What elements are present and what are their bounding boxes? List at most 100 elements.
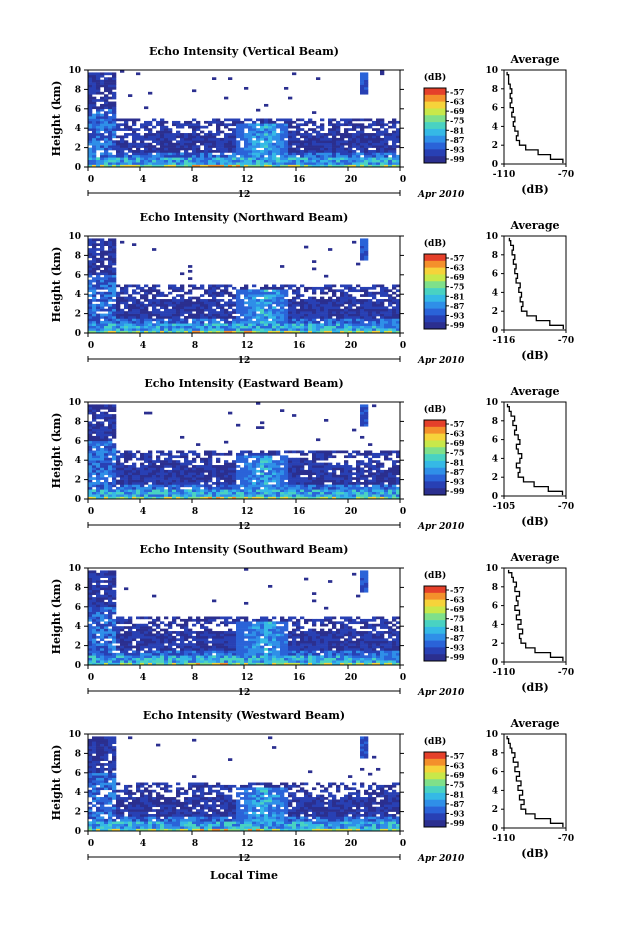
echo-cell bbox=[360, 316, 365, 319]
echo-cell bbox=[144, 147, 149, 151]
echo-cell bbox=[240, 308, 245, 312]
echo-cell bbox=[164, 472, 169, 476]
echo-cell bbox=[384, 294, 389, 297]
echo-cell bbox=[196, 133, 201, 136]
echo-cell bbox=[124, 640, 129, 644]
echo-cell bbox=[268, 150, 273, 153]
echo-cell bbox=[136, 496, 141, 500]
echo-cell bbox=[288, 320, 293, 324]
echo-cell bbox=[148, 91, 153, 95]
echo-cell bbox=[300, 159, 305, 163]
echo-cell bbox=[300, 313, 305, 317]
echo-cell bbox=[160, 291, 165, 295]
echo-cell bbox=[344, 469, 349, 473]
echo-cell bbox=[372, 306, 377, 310]
echo-cell bbox=[316, 301, 321, 305]
echo-cell bbox=[380, 489, 385, 493]
echo-cell bbox=[164, 125, 169, 129]
echo-cell bbox=[332, 159, 337, 163]
echo-cell bbox=[92, 575, 97, 578]
echo-cell bbox=[256, 301, 261, 305]
echo-cell bbox=[140, 313, 145, 317]
echo-cell bbox=[88, 428, 93, 432]
echo-cell bbox=[368, 486, 373, 490]
echo-cell bbox=[88, 313, 93, 317]
echo-cell bbox=[200, 154, 205, 158]
echo-cell bbox=[92, 262, 97, 266]
echo-cell bbox=[268, 328, 273, 331]
echo-cell bbox=[284, 135, 289, 139]
echo-cell bbox=[296, 128, 301, 131]
echo-cell bbox=[372, 137, 377, 141]
echo-cell bbox=[96, 609, 101, 612]
echo-cell bbox=[332, 123, 337, 127]
echo-cell bbox=[320, 289, 325, 293]
echo-cell bbox=[228, 77, 233, 80]
echo-cell bbox=[348, 303, 353, 307]
echo-cell bbox=[248, 303, 253, 307]
echo-cell bbox=[292, 142, 297, 146]
echo-cell bbox=[176, 460, 181, 463]
echo-cell bbox=[336, 482, 341, 485]
echo-cell bbox=[100, 643, 105, 646]
echo-cell bbox=[276, 308, 281, 312]
echo-cell bbox=[92, 467, 97, 471]
echo-cell bbox=[384, 123, 389, 127]
echo-cell bbox=[156, 482, 161, 485]
echo-cell bbox=[264, 296, 269, 300]
echo-cell bbox=[320, 472, 325, 476]
echo-cell bbox=[264, 318, 269, 322]
echo-cell bbox=[116, 450, 121, 454]
echo-cell bbox=[268, 128, 273, 131]
echo-cell bbox=[100, 328, 105, 331]
echo-cell bbox=[208, 318, 213, 322]
echo-cell bbox=[336, 316, 341, 319]
echo-cell bbox=[332, 142, 337, 146]
echo-cell bbox=[388, 450, 393, 454]
echo-cell bbox=[160, 467, 165, 471]
echo-cell bbox=[124, 455, 129, 459]
echo-cell bbox=[112, 592, 117, 595]
echo-cell bbox=[240, 328, 245, 331]
echo-cell bbox=[296, 130, 301, 134]
echo-cell bbox=[128, 294, 133, 297]
echo-cell bbox=[128, 486, 133, 490]
echo-cell bbox=[92, 257, 97, 261]
echo-cell bbox=[328, 145, 333, 148]
echo-cell bbox=[152, 137, 157, 141]
echo-cell bbox=[124, 657, 129, 661]
echo-cell bbox=[228, 313, 233, 317]
echo-cell bbox=[212, 318, 217, 322]
echo-cell bbox=[316, 308, 321, 312]
echo-cell bbox=[104, 416, 109, 420]
echo-cell bbox=[204, 150, 209, 153]
echo-cell bbox=[100, 609, 105, 612]
echo-cell bbox=[292, 316, 297, 319]
echo-cell bbox=[284, 303, 289, 307]
echo-cell bbox=[356, 142, 361, 146]
echo-cell bbox=[88, 406, 93, 410]
echo-cell bbox=[316, 438, 321, 442]
echo-cell bbox=[284, 489, 289, 493]
echo-cell bbox=[272, 469, 277, 473]
echo-cell bbox=[336, 125, 341, 129]
echo-cell bbox=[288, 330, 293, 334]
echo-cell bbox=[372, 308, 377, 312]
echo-cell bbox=[88, 582, 93, 586]
echo-cell bbox=[244, 118, 249, 122]
echo-cell bbox=[372, 133, 377, 136]
echo-cell bbox=[172, 482, 177, 485]
echo-cell bbox=[300, 477, 305, 480]
echo-cell bbox=[172, 325, 177, 329]
echo-cell bbox=[100, 650, 105, 654]
echo-cell bbox=[256, 154, 261, 158]
echo-cell bbox=[144, 162, 149, 165]
echo-cell bbox=[284, 301, 289, 305]
echo-cell bbox=[300, 457, 305, 461]
echo-cell bbox=[216, 301, 221, 305]
echo-cell bbox=[284, 130, 289, 134]
echo-cell bbox=[364, 145, 369, 148]
echo-cell bbox=[356, 316, 361, 319]
echo-cell bbox=[268, 316, 273, 319]
echo-cell bbox=[96, 462, 101, 466]
